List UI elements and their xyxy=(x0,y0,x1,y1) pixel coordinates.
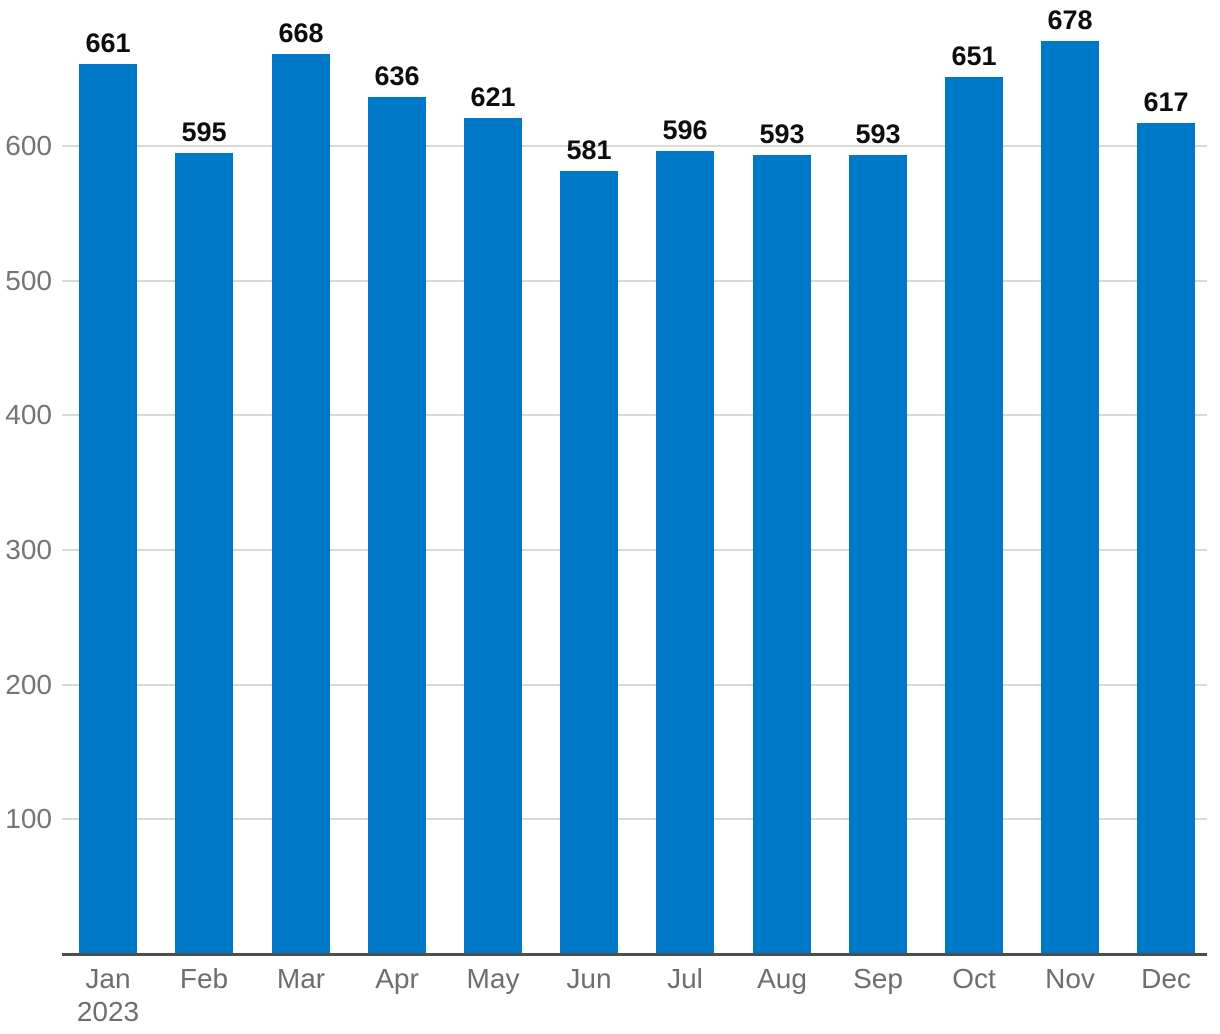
month-label: Sep xyxy=(853,963,903,994)
x-tick-label-feb: Feb xyxy=(156,962,252,995)
bar-jun xyxy=(560,171,618,954)
x-tick-label-jun: Jun xyxy=(541,962,637,995)
month-label: Feb xyxy=(179,963,229,994)
value-label-nov: 678 xyxy=(1047,5,1093,35)
gridline-100 xyxy=(62,818,1207,821)
value-label-apr: 636 xyxy=(374,61,420,91)
x-tick-label-apr: Apr xyxy=(349,962,445,995)
bar-aug xyxy=(753,155,811,954)
gridline-400 xyxy=(62,414,1207,417)
gridline-300 xyxy=(62,548,1207,551)
bar-mar xyxy=(272,54,330,954)
x-tick-label-jan: Jan 2023 xyxy=(60,962,156,1028)
value-label-may: 621 xyxy=(470,82,516,112)
y-tick-label-300: 300 xyxy=(5,533,52,565)
gridline-500 xyxy=(62,279,1207,282)
value-label-jan: 661 xyxy=(85,28,131,58)
y-tick-label-500: 500 xyxy=(5,264,52,296)
bar-nov xyxy=(1041,41,1099,954)
bar-apr xyxy=(368,97,426,954)
x-tick-label-oct: Oct xyxy=(926,962,1022,995)
value-label-mar: 668 xyxy=(278,18,324,48)
value-label-dec: 617 xyxy=(1143,87,1189,117)
bar-feb xyxy=(175,153,233,954)
bar-jul xyxy=(656,151,714,954)
value-label-aug: 593 xyxy=(759,119,805,149)
value-label-jul: 596 xyxy=(662,115,708,145)
month-label: Jun xyxy=(566,963,612,994)
bar-sep xyxy=(849,155,907,954)
year-label: 2023 xyxy=(76,996,140,1027)
bar-jan xyxy=(79,64,137,954)
x-tick-label-nov: Nov xyxy=(1022,962,1118,995)
y-tick-label-200: 200 xyxy=(5,668,52,700)
gridline-200 xyxy=(62,683,1207,686)
month-label: Apr xyxy=(375,963,419,994)
bar-dec xyxy=(1137,123,1195,954)
month-label: Oct xyxy=(952,963,996,994)
y-tick-label-100: 100 xyxy=(5,803,52,835)
value-label-jun: 581 xyxy=(566,135,612,165)
x-axis-line xyxy=(62,953,1207,956)
x-tick-label-aug: Aug xyxy=(734,962,830,995)
value-label-feb: 595 xyxy=(181,117,227,147)
x-tick-label-dec: Dec xyxy=(1118,962,1214,995)
bar-oct xyxy=(945,77,1003,954)
month-label: Mar xyxy=(276,963,326,994)
x-tick-label-sep: Sep xyxy=(830,962,926,995)
bar-may xyxy=(464,118,522,954)
month-label: Jan xyxy=(85,963,131,994)
month-label: Nov xyxy=(1045,963,1095,994)
month-label: Dec xyxy=(1141,963,1191,994)
x-tick-label-mar: Mar xyxy=(253,962,349,995)
value-label-sep: 593 xyxy=(855,119,901,149)
y-tick-label-400: 400 xyxy=(5,399,52,431)
month-label: Jul xyxy=(667,963,703,994)
month-label: Aug xyxy=(757,963,807,994)
x-tick-label-jul: Jul xyxy=(637,962,733,995)
x-tick-label-may: May xyxy=(445,962,541,995)
y-tick-label-600: 600 xyxy=(5,129,52,161)
gridline-600 xyxy=(62,144,1207,147)
month-label: May xyxy=(466,963,520,994)
value-label-oct: 651 xyxy=(951,41,997,71)
